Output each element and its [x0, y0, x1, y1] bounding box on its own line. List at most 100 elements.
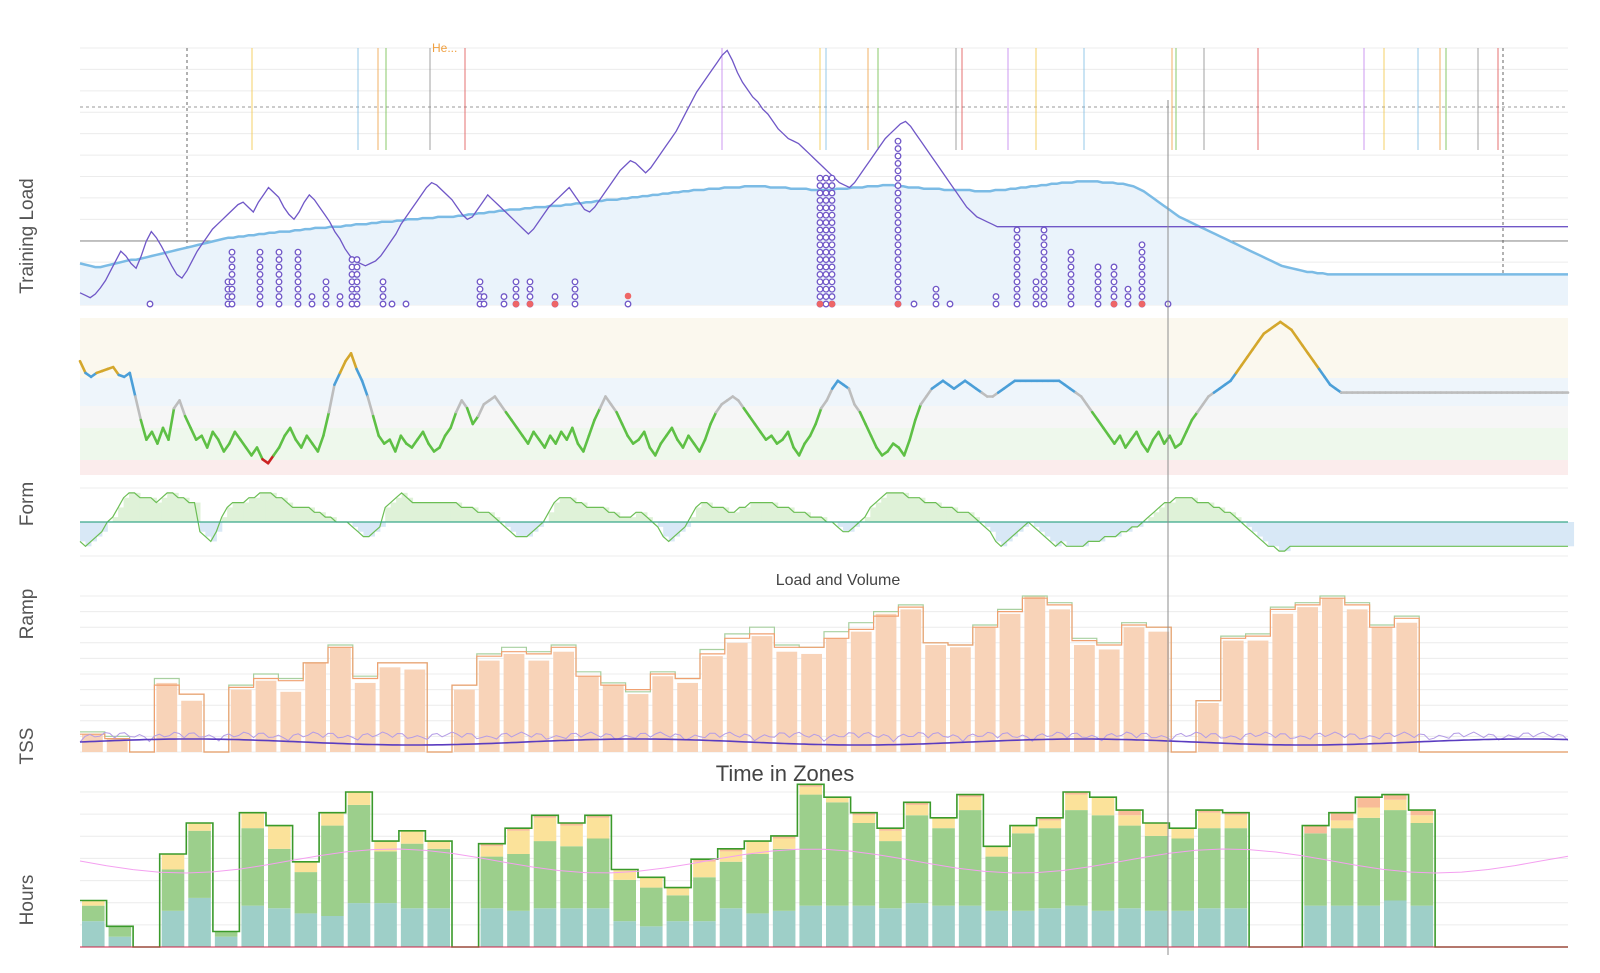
- form-segment: [288, 426, 298, 441]
- activity-dot: [822, 226, 830, 234]
- ramp-bar: [1131, 522, 1139, 527]
- activity-dot: [1067, 248, 1075, 256]
- ramp-bar: [848, 522, 855, 532]
- activity-dot: [1067, 270, 1075, 278]
- zone-bar-segment: [772, 848, 796, 911]
- avg-load-line: [79, 738, 1569, 746]
- form-segment: [167, 406, 176, 441]
- form-segment: [1151, 430, 1160, 441]
- activity-dot: [822, 285, 830, 293]
- form-segment: [875, 446, 884, 457]
- form-segment: [676, 438, 685, 449]
- form-segment: [1229, 371, 1238, 383]
- ramp-bar: [772, 502, 779, 522]
- activity-dot: [822, 278, 830, 286]
- ramp-bar: [516, 522, 523, 537]
- activity-dot: [571, 285, 579, 293]
- ramp-bar: [1262, 522, 1269, 542]
- ramp-bar: [172, 492, 179, 522]
- zone-bar-segment: [268, 908, 291, 947]
- ramp-bar: [488, 512, 495, 522]
- activity-dot: [275, 285, 283, 293]
- ramp-bar: [788, 507, 795, 522]
- zone-bar-segment: [852, 905, 876, 947]
- activity-dot: [228, 256, 236, 264]
- ramp-bar: [80, 522, 87, 542]
- form-segment: [742, 406, 751, 418]
- ramp-bar: [150, 497, 157, 522]
- ramp-bar: [270, 492, 277, 522]
- form-segment: [449, 410, 458, 430]
- form-segment: [748, 414, 757, 426]
- ramp-bar: [1562, 522, 1569, 547]
- tss-bar: [181, 700, 202, 752]
- ramp-bar: [1415, 522, 1422, 547]
- form-segment: [366, 395, 375, 418]
- zone-bar-segment: [1224, 812, 1248, 816]
- activity-dot: [146, 300, 154, 308]
- activity-dot: [1013, 241, 1021, 249]
- activity-dot: [1067, 293, 1075, 301]
- activity-dot: [294, 300, 302, 308]
- ramp-bar: [1475, 522, 1482, 547]
- zone-bar-segment: [958, 905, 982, 947]
- ramp-bar: [1366, 522, 1373, 547]
- form-segment: [438, 434, 447, 449]
- activity-dot: [294, 248, 302, 256]
- ramp-bar: [739, 507, 746, 522]
- form-segment: [692, 442, 701, 453]
- form-segment: [333, 371, 342, 387]
- activity-dot-highlight: [526, 300, 534, 308]
- zone-bar-segment: [1038, 820, 1062, 829]
- activity-dot-highlight: [512, 300, 520, 308]
- ramp-bar: [314, 512, 321, 522]
- activity-dot: [894, 152, 902, 160]
- zone-bar-segment: [321, 916, 344, 947]
- activity-dot: [828, 293, 836, 301]
- zone-bar-segment: [640, 926, 663, 947]
- ramp-bar: [1273, 522, 1280, 547]
- ramp-bar: [161, 497, 168, 522]
- form-segment: [139, 418, 148, 441]
- form-segment: [1240, 355, 1249, 367]
- ramp-bar: [385, 507, 392, 522]
- activity-dot: [275, 278, 283, 286]
- ramp-bar: [423, 502, 430, 522]
- ramp-bar: [881, 497, 888, 522]
- fitness-line: [79, 180, 1568, 276]
- ramp-bar: [129, 492, 136, 522]
- ramp-bar: [581, 502, 588, 522]
- activity-dot: [294, 270, 302, 278]
- activity-dot: [402, 300, 410, 308]
- zone-bar-segment: [852, 823, 876, 906]
- ramp-bar: [603, 507, 610, 522]
- zone-bar-segment: [82, 900, 105, 906]
- zone-bar-segment: [1330, 828, 1354, 906]
- form-segment: [626, 434, 635, 445]
- ramp-bar: [1191, 497, 1198, 522]
- zone-bar-segment: [1038, 908, 1062, 947]
- activity-dot: [822, 204, 830, 212]
- activity-dot: [828, 204, 836, 212]
- ramp-bar: [1295, 522, 1302, 547]
- activity-dot: [894, 137, 902, 145]
- form-segment: [825, 387, 834, 402]
- activity-dot: [828, 285, 836, 293]
- ramp-bar: [1148, 517, 1155, 522]
- zone-bar-segment: [188, 823, 211, 831]
- tss-bar: [305, 662, 326, 752]
- ramp-bar: [663, 522, 670, 537]
- tss-bar: [801, 653, 822, 752]
- zone-bar-segment: [374, 851, 397, 904]
- ramp-bar: [1551, 522, 1558, 547]
- zone-bar-segment: [480, 846, 504, 857]
- form-segment: [1135, 430, 1144, 445]
- activity-dot: [932, 293, 940, 301]
- form-band-transition: [80, 318, 1568, 378]
- activity-dot: [1032, 278, 1040, 286]
- ramp-bar: [728, 512, 735, 522]
- zone-bar-segment: [852, 812, 876, 816]
- activity-dot: [379, 293, 387, 301]
- ramp-bar: [1246, 522, 1253, 527]
- ramp-bar: [96, 522, 103, 537]
